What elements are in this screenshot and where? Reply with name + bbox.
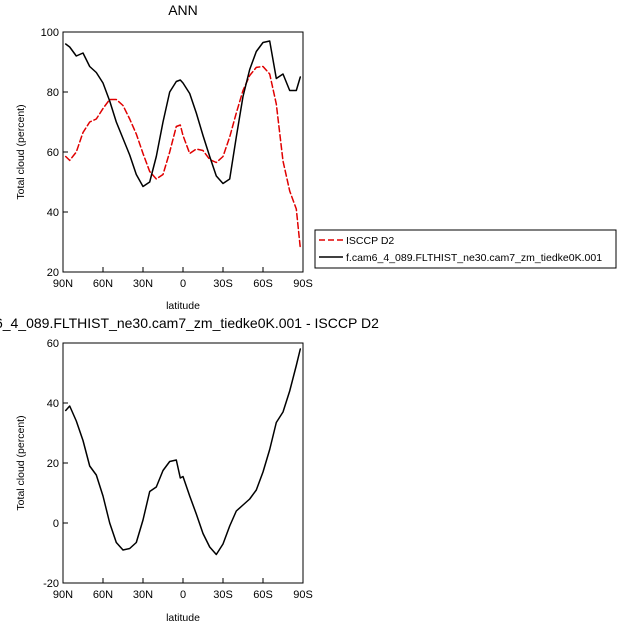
bottom-x-tick-label: 60S <box>253 589 273 601</box>
top-x-tick-label: 60S <box>253 278 273 290</box>
legend-label-isccp: ISCCP D2 <box>346 235 394 247</box>
top-x-ticks: 90N 60N 30N 0 30S 60S 90S <box>53 267 313 290</box>
bottom-y-tick-label: 60 <box>47 338 59 350</box>
bottom-y-tick-label: 0 <box>53 518 59 530</box>
top-series-line-1 <box>64 40 302 188</box>
top-y-tick-label: 100 <box>41 27 59 39</box>
bottom-x-ticks: 90N 60N 30N 0 30S 60S 90S <box>53 578 313 601</box>
bottom-y-ticks: -20 0 20 40 60 <box>43 338 68 590</box>
bottom-x-tick-label: 60N <box>93 589 113 601</box>
legend-label-model: f.cam6_4_089.FLTHIST_ne30.cam7_zm_tiedke… <box>346 252 602 264</box>
bottom-series-group <box>64 348 302 556</box>
bottom-y-tick-label: -20 <box>43 578 59 590</box>
bottom-panel: n6_4_089.FLTHIST_ne30.cam7_zm_tiedke0K.0… <box>0 315 379 624</box>
bottom-y-tick-label: 20 <box>47 458 59 470</box>
top-x-tick-label: 90N <box>53 278 73 290</box>
bottom-plot-frame <box>62 342 304 584</box>
top-plot-frame <box>62 31 304 273</box>
top-y-ticks: 20 40 60 80 100 <box>41 27 68 279</box>
top-x-tick-label: 60N <box>93 278 113 290</box>
top-y-tick-label: 40 <box>47 207 59 219</box>
top-y-tick-label: 60 <box>47 147 59 159</box>
bottom-x-tick-label: 30S <box>213 589 233 601</box>
bottom-x-axis-label: latitude <box>166 612 200 624</box>
top-x-tick-label: 90S <box>293 278 313 290</box>
top-x-tick-label: 30S <box>213 278 233 290</box>
bottom-x-tick-label: 30N <box>133 589 153 601</box>
bottom-x-tick-label: 90N <box>53 589 73 601</box>
bottom-y-axis-label: Total cloud (percent) <box>15 415 27 510</box>
top-series-line-0 <box>64 65 302 249</box>
bottom-series-line-0 <box>64 348 302 556</box>
top-x-tick-label: 0 <box>180 278 186 290</box>
bottom-x-tick-label: 0 <box>180 589 186 601</box>
top-y-axis-label: Total cloud (percent) <box>15 104 27 199</box>
top-panel: ANN Total cloud (percent) latitude 90N 60… <box>15 2 313 312</box>
bottom-y-tick-label: 40 <box>47 398 59 410</box>
top-y-tick-label: 20 <box>47 267 59 279</box>
top-y-tick-label: 80 <box>47 87 59 99</box>
bottom-chart-title: n6_4_089.FLTHIST_ne30.cam7_zm_tiedke0K.0… <box>0 315 379 331</box>
top-chart-title: ANN <box>168 2 198 18</box>
legend: ISCCP D2 f.cam6_4_089.FLTHIST_ne30.cam7_… <box>314 229 617 269</box>
bottom-x-tick-label: 90S <box>293 589 313 601</box>
legend-box <box>314 229 617 269</box>
top-x-tick-label: 30N <box>133 278 153 290</box>
top-series-group <box>64 40 302 249</box>
top-x-axis-label: latitude <box>166 300 200 312</box>
